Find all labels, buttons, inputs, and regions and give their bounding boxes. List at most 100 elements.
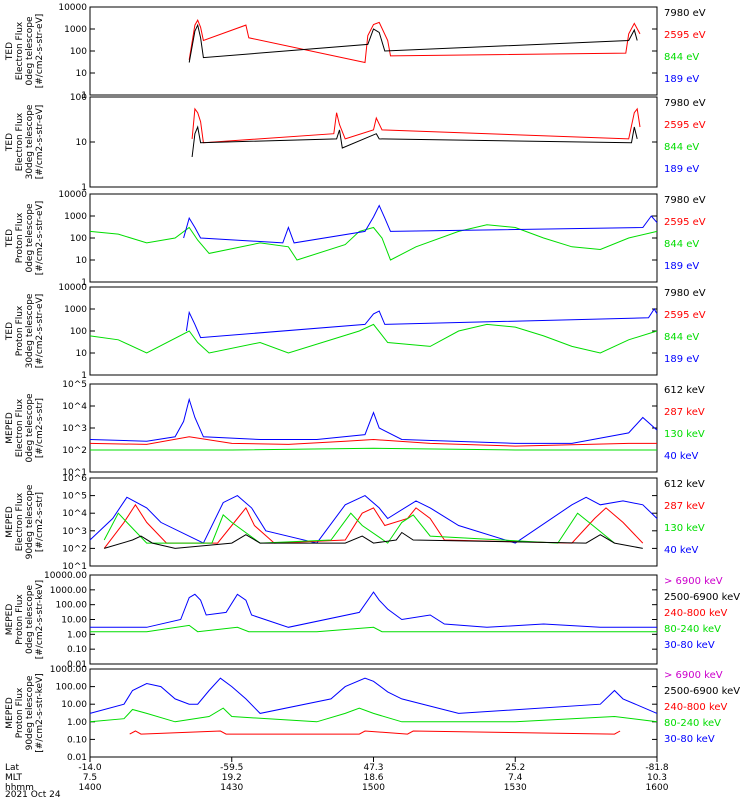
x-row-label: Lat [5, 763, 20, 773]
y-tick-label: 1000 [64, 25, 87, 35]
legend-entry: > 6900 keV [664, 670, 723, 681]
series-line [89, 495, 658, 544]
y-tick-label: 1 [81, 91, 87, 101]
y-tick-label: 10^1 [62, 562, 87, 572]
legend-entry: 189 eV [664, 74, 699, 85]
panel-1: 1 10 100 1000 10000 TED Electron Flux 0deg tele… [5, 3, 706, 101]
legend-entry: 189 eV [664, 164, 699, 175]
y-tick-label: 100 [70, 234, 87, 244]
y-axis-label: 0deg telescope [25, 585, 35, 655]
x-tick-label: 25.2 [505, 763, 525, 773]
y-axis-label: [#/cm2-s-str-eV] [35, 294, 45, 369]
y-axis-label: MEPED [5, 604, 15, 636]
panel-3: 1 10 100 1000 10000 TED Proton Flux 0deg telesc… [5, 190, 706, 288]
y-tick-label: 10 [76, 256, 88, 266]
y-tick-label: 1 [81, 371, 87, 381]
series-line [103, 512, 615, 544]
y-tick-label: 10^4 [62, 509, 87, 519]
series-line [104, 531, 643, 549]
y-tick-label: 100 [70, 93, 87, 103]
y-axis-label: MEPED [5, 506, 15, 538]
y-tick-label: 100.00 [56, 683, 88, 693]
x-tick-label: 10.3 [647, 773, 667, 783]
panel-frame [89, 286, 658, 376]
series-line [188, 19, 641, 64]
legend-entry: 40 keV [664, 545, 698, 556]
y-tick-label: 100.00 [56, 601, 88, 611]
legend-entry: 80-240 keV [664, 718, 721, 729]
legend-entry: 30-80 keV [664, 640, 715, 651]
legend-entry: 7980 eV [664, 195, 706, 206]
x-tick-label: 47.3 [363, 763, 383, 773]
y-tick-label: 1000 [64, 305, 87, 315]
legend-entry: 2595 eV [664, 310, 706, 321]
x-tick-label: 7.5 [83, 773, 97, 783]
y-tick-label: 0.01 [67, 753, 87, 763]
legend-entry: 844 eV [664, 332, 699, 343]
y-tick-label: 10000 [58, 3, 87, 13]
panel-frame [89, 6, 658, 96]
y-tick-label: 10^5 [62, 380, 87, 390]
y-tick-label: 0.01 [67, 660, 87, 670]
series-line [89, 397, 658, 444]
y-axis-label: [#/cm2-s-str-eV] [35, 14, 45, 89]
date-label: 2021 Oct 24 [5, 790, 61, 800]
series-line [103, 503, 644, 549]
panel-2: 1 10 100 TED Electron Flux 30deg telescope [#/… [5, 93, 706, 193]
legend-entry: 844 eV [664, 142, 699, 153]
y-tick-label: 10000 [58, 283, 87, 293]
y-axis-label: MEPED [5, 697, 15, 729]
y-tick-label: 10 [76, 349, 88, 359]
legend-entry: 240-800 keV [664, 608, 728, 619]
y-axis-label: 0deg telescope [25, 203, 35, 273]
y-axis-label: Proton Flux [15, 305, 25, 356]
legend-entry: 287 keV [664, 407, 705, 418]
series-line [183, 204, 658, 244]
x-row-label: hhmm [5, 783, 34, 793]
series-line [89, 436, 657, 447]
series-line [188, 23, 638, 63]
y-axis-label: 0deg telescope [25, 16, 35, 86]
y-tick-label: 10^1 [62, 468, 87, 478]
legend-entry: 7980 eV [664, 98, 706, 109]
y-axis-label: Electron Flux [15, 398, 25, 457]
panel-5: 10^1 10^2 10^3 10^4 10^5 MEPED Electron Flux 0d… [5, 380, 705, 478]
y-axis-label: 30deg telescope [25, 104, 35, 179]
legend-entry: 7980 eV [664, 288, 706, 299]
series-line [89, 707, 658, 723]
y-tick-label: 10^3 [62, 424, 87, 434]
legend-entry: 30-80 keV [664, 734, 715, 745]
series-line [89, 224, 658, 261]
y-tick-label: 10^5 [62, 492, 87, 502]
x-row-label: MLT [5, 773, 23, 783]
legend-entry: 287 keV [664, 501, 705, 512]
time-axis: LatMLThhmm-14.07.51400-59.519.2143047.31… [5, 757, 669, 800]
y-tick-label: 1 [81, 183, 87, 193]
y-tick-label: 10000 [58, 190, 87, 200]
y-axis-label: 30deg telescope [25, 293, 35, 368]
y-tick-label: 0.10 [67, 735, 87, 745]
legend-entry: 2500-6900 keV [664, 686, 740, 697]
y-tick-label: 10 [76, 138, 88, 148]
legend-entry: 240-800 keV [664, 702, 728, 713]
x-tick-label: 1400 [79, 783, 102, 793]
y-axis-label: Electron Flux [15, 112, 25, 171]
y-axis-label: TED [5, 229, 15, 248]
y-tick-label: 100 [70, 327, 87, 337]
panel-6: 10^1 10^2 10^3 10^4 10^5 10^6 MEPED Electron Fl… [5, 474, 705, 572]
legend-entry: 189 eV [664, 354, 699, 365]
x-tick-label: 1430 [220, 783, 243, 793]
y-tick-label: 1000 [64, 212, 87, 222]
y-axis-label: Electron Flux [15, 492, 25, 551]
y-axis-label: Electron Flux [15, 21, 25, 80]
series-line [89, 677, 658, 714]
y-axis-label: [#/cm2-s-str-eV] [35, 201, 45, 276]
series-line [191, 125, 638, 158]
y-tick-label: 1.00 [67, 630, 87, 640]
legend-entry: 189 eV [664, 261, 699, 272]
y-axis-label: TED [5, 133, 15, 152]
y-axis-label: [#/cm2-s-str] [35, 398, 45, 458]
panel-4: 1 10 100 1000 10000 TED Proton Flux 30deg teles… [5, 283, 706, 381]
y-axis-label: Proton Flux [15, 594, 25, 645]
series-line [90, 447, 657, 451]
